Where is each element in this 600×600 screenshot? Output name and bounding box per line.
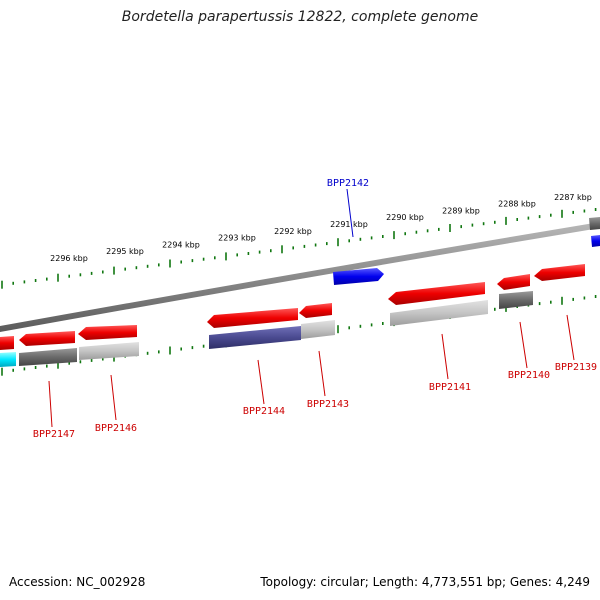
leader-BPP2147	[48, 380, 53, 428]
gene-label-BPP2147[interactable]: BPP2147	[33, 429, 75, 440]
gene-BPP2143-arrow[interactable]	[299, 303, 332, 318]
scale-label: 2291 kbp	[330, 220, 368, 229]
scale-label: 2288 kbp	[498, 200, 536, 209]
cds-BPP2140-bar[interactable]	[499, 291, 533, 309]
leader-BPP2142	[346, 188, 354, 238]
gene-BPP2146-arrow[interactable]	[78, 325, 137, 340]
gene-left-edge-arrow[interactable]	[0, 336, 14, 350]
gene-label-BPP2140[interactable]: BPP2140	[508, 370, 550, 381]
scale-labels: 2296 kbp 2295 kbp 2294 kbp 2293 kbp 2292 kbp…	[50, 193, 592, 263]
gene-BPP2144-arrow[interactable]	[207, 308, 298, 328]
gene-BPP2140-arrow[interactable]	[497, 274, 530, 290]
leader-BPP2143	[318, 350, 326, 397]
scale-label: 2295 kbp	[106, 247, 144, 256]
gene-BPP2147-arrow[interactable]	[19, 331, 75, 346]
leader-BPP2139	[566, 314, 575, 361]
gene-label-BPP2142[interactable]: BPP2142	[327, 178, 369, 189]
gene-BPP2142-arrow[interactable]	[333, 268, 384, 285]
cds-left-edge-bar[interactable]	[0, 352, 16, 367]
scale-label: 2290 kbp	[386, 213, 424, 222]
leader-BPP2141	[441, 333, 449, 380]
accession-text: Accession: NC_002928	[9, 575, 146, 589]
cds-BPP2146-bar[interactable]	[79, 342, 139, 360]
gene-label-BPP2139[interactable]: BPP2139	[555, 362, 597, 373]
gene-label-BPP2143[interactable]: BPP2143	[307, 399, 349, 410]
cds-BPP2141-bar[interactable]	[390, 300, 488, 326]
scale-label: 2294 kbp	[162, 240, 200, 249]
gene-gray-right-edge-arrow[interactable]	[589, 217, 600, 230]
leader-BPP2144	[257, 359, 265, 405]
leader-BPP2140	[519, 321, 528, 369]
scale-label: 2292 kbp	[274, 227, 312, 236]
cds-BPP2147-bar[interactable]	[19, 348, 77, 366]
gene-blue-right-edge-arrow[interactable]	[591, 235, 600, 247]
scale-label: 2287 kbp	[554, 193, 592, 202]
topology-summary: Topology: circular; Length: 4,773,551 bp…	[260, 575, 590, 589]
genome-backbone	[0, 222, 600, 332]
scale-label: 2293 kbp	[218, 234, 256, 243]
leader-BPP2146	[110, 374, 117, 421]
gene-label-BPP2146[interactable]: BPP2146	[95, 423, 137, 434]
genome-title: Bordetella parapertussis 12822, complete…	[121, 9, 479, 25]
scale-label: 2296 kbp	[50, 254, 88, 263]
gene-label-BPP2141[interactable]: BPP2141	[429, 382, 471, 393]
scale-ticks-outer	[1, 208, 597, 289]
gene-label-BPP2144[interactable]: BPP2144	[243, 406, 285, 417]
scale-label: 2289 kbp	[442, 206, 480, 215]
cds-BPP2143-bar[interactable]	[301, 320, 335, 339]
gene-BPP2139-arrow[interactable]	[534, 264, 585, 281]
cds-BPP2144-bar[interactable]	[209, 326, 301, 349]
gene-BPP2141-arrow[interactable]	[388, 282, 485, 305]
